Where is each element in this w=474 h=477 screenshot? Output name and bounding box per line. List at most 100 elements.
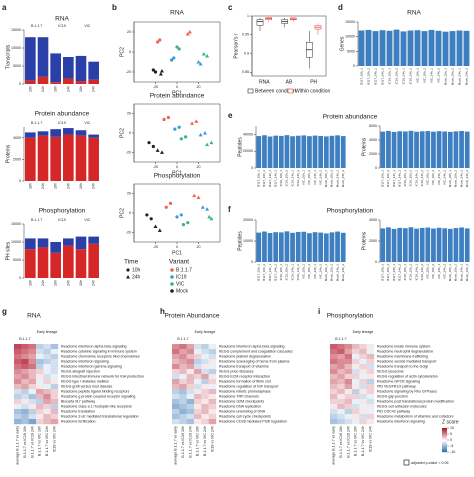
x-tick-label: Mock_10h_2 (454, 170, 458, 188)
y-axis-label: Transcripts (5, 44, 11, 69)
y-tick-label: 40000 (243, 132, 253, 136)
heatmap-cell (179, 364, 187, 370)
x-tick-label: IC19_24h_1 (414, 170, 418, 187)
panel-letter: e (228, 111, 233, 120)
heatmap-cell (359, 414, 367, 420)
column-label: B.1.1.7 vs IC19 24h (346, 426, 350, 458)
bar (391, 228, 397, 262)
bar (380, 228, 386, 262)
x-tick-label: Mock_24h_1 (459, 264, 463, 282)
heatmap-cell (194, 374, 202, 380)
x-tick-label: B117_10h_2 (386, 170, 390, 187)
bar (329, 232, 335, 262)
heatmap-cell (344, 414, 353, 420)
heatmap-cell (359, 389, 367, 395)
heatmap-cell (172, 359, 180, 365)
heatmap-cell (14, 394, 22, 400)
row-label: Reactome interferon signaling (377, 419, 425, 423)
row-label: Reactome platelet degranulation (219, 354, 271, 358)
heatmap-cell (359, 419, 367, 425)
heatmap-cell (43, 419, 51, 425)
point (184, 135, 188, 139)
colorbar-step (442, 431, 447, 433)
point (190, 121, 195, 125)
heatmap-cell (21, 404, 29, 410)
bar (290, 136, 295, 168)
bar (431, 131, 436, 168)
heatmap-cell (201, 384, 209, 390)
x-tick-label: RNA (259, 79, 270, 85)
colorbar-step (442, 443, 447, 445)
heatmap-cell (208, 344, 217, 350)
colorbar-step (442, 442, 447, 444)
colorbar-tick-label: -10 (450, 450, 455, 454)
row-label: Reactome 3 utr mediated translational re… (61, 414, 139, 418)
heatmap-cell (194, 389, 202, 395)
bar-segment (88, 243, 99, 278)
x-tick-label: VIC_24h_2 (318, 264, 322, 279)
y-tick-label: -20 (126, 70, 131, 74)
heatmap-cell (344, 389, 353, 395)
bar (372, 31, 379, 66)
heatmap-cell (208, 414, 217, 420)
heatmap-cell (179, 354, 187, 360)
y-tick-label: 4000 (369, 138, 377, 142)
bar-segment (37, 238, 49, 248)
bar (421, 31, 428, 66)
heatmap-cell (21, 354, 29, 360)
heatmap-cell (194, 404, 202, 410)
point (164, 205, 168, 209)
bar (318, 135, 324, 168)
heatmap-cell (28, 359, 37, 365)
x-tick-label: Mock_24h_2 (465, 170, 469, 188)
bar (290, 232, 295, 262)
column-label: B.1.1.7 vs IC19 24h (188, 426, 192, 458)
point (153, 224, 158, 229)
group-label: B.1.1.7 (335, 337, 346, 341)
x-tick-label: B117_10h_2 (386, 264, 390, 281)
point (175, 215, 179, 219)
bar (408, 130, 414, 168)
x-tick-label: IC19_24h_2 (420, 170, 424, 187)
heatmap-cell (21, 399, 29, 405)
x-tick-label: 20 (197, 245, 201, 249)
bar (459, 130, 464, 168)
legend-marker (170, 275, 174, 279)
box (256, 19, 264, 26)
point (177, 125, 181, 129)
legend-marker (170, 268, 174, 272)
heatmap-cell (21, 344, 29, 350)
heatmap-cell (194, 384, 202, 390)
heatmap-cell (344, 394, 353, 400)
point (200, 205, 205, 209)
heatmap-cell (186, 374, 195, 380)
bar (447, 131, 453, 168)
row-label: KEGG intestinal immune network for IGA p… (61, 374, 144, 378)
heatmap-cell (179, 344, 187, 350)
x-axis-label: PC1 (172, 90, 182, 96)
plot-frame (133, 103, 221, 163)
heatmap-cell (330, 389, 338, 395)
heatmap-cell (330, 419, 338, 425)
x-tick-label: IC19_24h_1 (290, 170, 294, 187)
point (179, 137, 183, 141)
bar (340, 232, 346, 262)
x-tick-label: VIC_24h_2 (436, 68, 440, 83)
heatmap-cell (172, 389, 180, 395)
x-tick-label: VIC_24h_1 (313, 264, 317, 279)
heatmap-cell (337, 344, 345, 350)
heatmap-cell (186, 419, 195, 425)
x-tick-label: B117_24h_1 (392, 264, 396, 281)
y-tick-label: 20 (127, 112, 131, 116)
y-tick-label: 4000 (13, 136, 21, 140)
heatmap-cell (330, 399, 338, 405)
point (151, 144, 155, 149)
row-label: Reactome chemokine receptors bind chemok… (61, 354, 140, 358)
heatmap-cell (352, 364, 360, 370)
column-label: B.1.1.7 vs VIC 24h (203, 426, 207, 456)
bar (453, 131, 459, 168)
x-tick-label: -20 (153, 165, 158, 169)
point (205, 142, 210, 147)
heatmap-cell (344, 364, 353, 370)
y-tick-label: 15000 (11, 28, 21, 32)
